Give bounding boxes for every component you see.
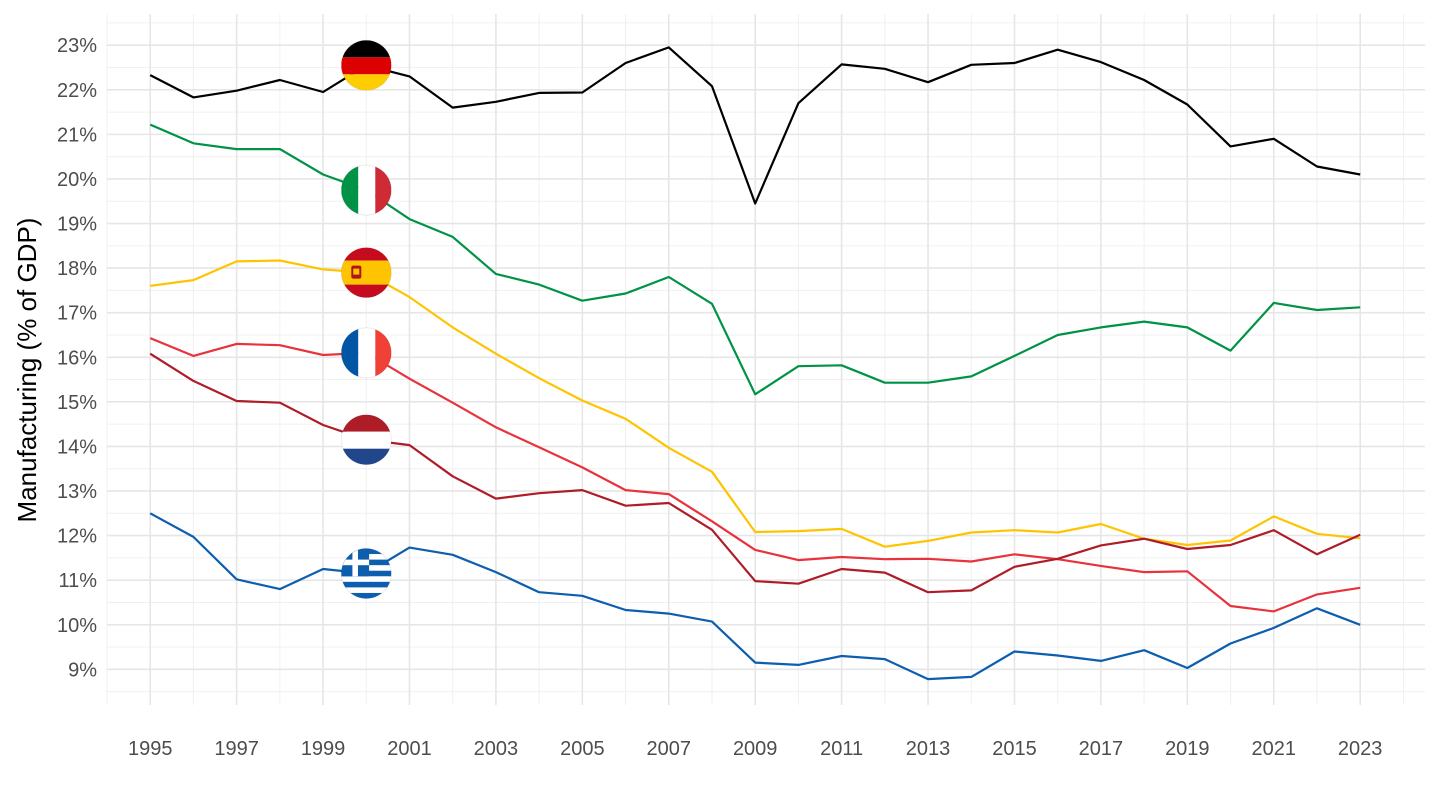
flag-markers (340, 39, 392, 599)
y-tick-label: 23% (57, 35, 97, 57)
y-tick-label: 20% (57, 169, 97, 191)
x-tick-label: 2005 (560, 738, 605, 760)
x-tick-label: 2021 (1252, 738, 1297, 760)
y-tick-label: 19% (57, 214, 97, 236)
y-tick-label: 15% (57, 392, 97, 414)
major-gridlines (107, 14, 1425, 705)
y-tick-label: 14% (57, 436, 97, 458)
x-tick-label: 2009 (733, 738, 778, 760)
x-tick-label: 2023 (1338, 738, 1383, 760)
y-tick-label: 10% (57, 615, 97, 637)
x-tick-label: 2001 (387, 738, 432, 760)
x-tick-label: 1997 (214, 738, 259, 760)
germany-flag-icon (340, 39, 392, 91)
spain-flag-icon (340, 247, 392, 299)
x-tick-label: 2017 (1079, 738, 1124, 760)
x-tick-label: 2019 (1165, 738, 1210, 760)
greece-flag-icon (340, 548, 392, 599)
y-axis-title: Manufacturing (% of GDP) (12, 218, 42, 523)
y-axis-tick-labels: 9% 10% 11% 12% 13% 14% 15% 16% 17% 18% 19% 20% 21% 22… (57, 35, 97, 681)
x-tick-label: 1995 (128, 738, 173, 760)
x-tick-label: 2007 (647, 738, 692, 760)
y-tick-label: 9% (68, 659, 97, 681)
y-tick-label: 18% (57, 258, 97, 280)
y-tick-label: 12% (57, 526, 97, 548)
x-tick-label: 1999 (301, 738, 346, 760)
x-axis-tick-labels: 1995 1997 1999 2001 2003 2005 2007 2009 2011 2013… (128, 738, 1382, 760)
x-tick-label: 2011 (820, 738, 863, 760)
italy-flag-icon (340, 164, 392, 216)
france-flag-icon (340, 327, 392, 379)
y-tick-label: 22% (57, 80, 97, 102)
x-tick-label: 2003 (474, 738, 519, 760)
y-tick-label: 13% (57, 481, 97, 503)
y-tick-label: 17% (57, 303, 97, 325)
netherlands-flag-icon (340, 414, 392, 466)
minor-gridlines (106, 14, 1425, 705)
y-tick-label: 16% (57, 347, 97, 369)
x-tick-label: 2013 (906, 738, 951, 760)
y-tick-label: 11% (58, 570, 97, 592)
y-tick-label: 21% (57, 124, 97, 146)
x-tick-label: 2015 (992, 738, 1037, 760)
